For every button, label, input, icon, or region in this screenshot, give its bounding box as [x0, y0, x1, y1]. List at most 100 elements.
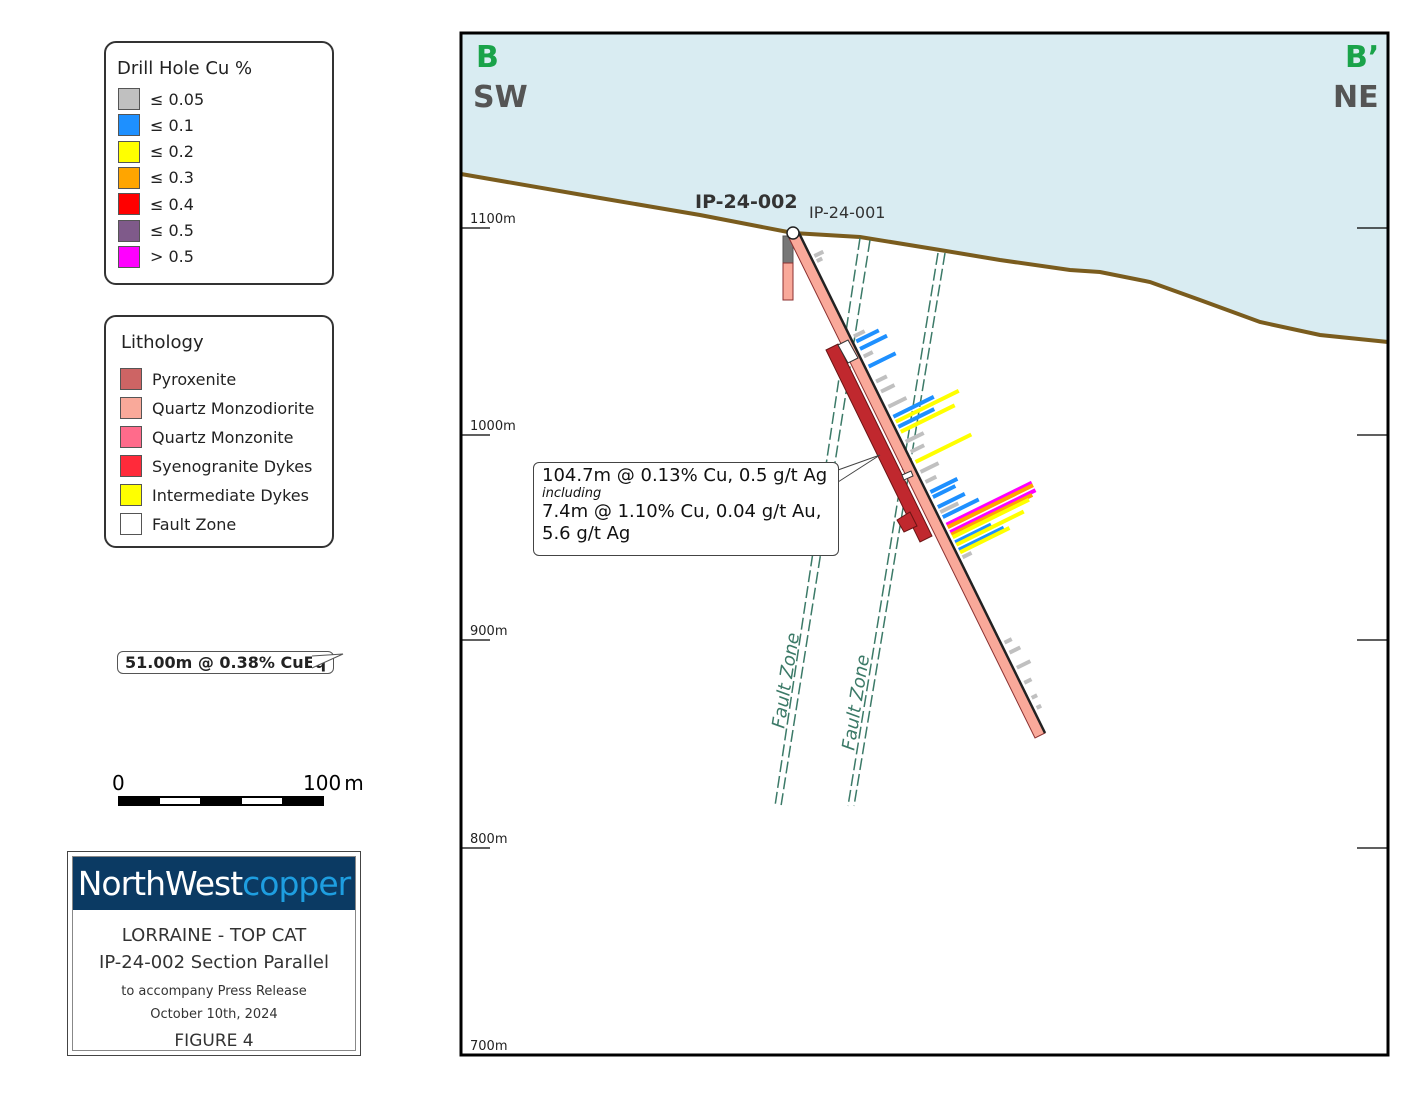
- legend-label: ≤ 0.1: [150, 115, 194, 135]
- cu-assay-bar: [955, 509, 1025, 547]
- cu-legend-title: Drill Hole Cu %: [117, 58, 253, 79]
- legend-swatch: [120, 484, 142, 506]
- legend-item: ≤ 0.4: [118, 193, 194, 216]
- cu-assay-bar: [1016, 659, 1032, 670]
- elevation-900: 900m: [470, 624, 508, 639]
- figure-number: FIGURE 4: [174, 1031, 254, 1051]
- cu-assay-bar: [1030, 693, 1038, 700]
- direction-left: SW: [473, 80, 528, 115]
- cu-assay-bar: [815, 256, 824, 263]
- cu-assay-bar: [950, 493, 1034, 537]
- hole-label-ip-24-001: IP-24-001: [809, 203, 886, 222]
- legend-label: ≤ 0.5: [150, 221, 194, 240]
- elevation-1100: 1100m: [470, 212, 516, 227]
- legend-item: ≤ 0.2: [118, 140, 194, 163]
- cu-legend: Drill Hole Cu % ≤ 0.05 ≤ 0.1 ≤ 0.2 ≤ 0.3 ≤ 0…: [104, 41, 334, 285]
- legend-label: Pyroxenite: [152, 369, 237, 389]
- frame: [459, 31, 1390, 1057]
- title-block: NorthWestcopper LORRAINE - TOP CAT IP-24…: [67, 851, 361, 1056]
- cu-assay-bar: [1023, 677, 1033, 685]
- cu-assay-bar: [892, 395, 935, 419]
- legend-item: Intermediate Dykes: [120, 484, 309, 506]
- legend-item: Pyroxenite: [120, 368, 236, 390]
- legend-item: Quartz Monzodiorite: [120, 397, 314, 419]
- legend-swatch: [118, 88, 140, 110]
- fault-zone-interval: [837, 339, 859, 364]
- callout-pointer: [837, 454, 881, 483]
- legend-swatch: [118, 140, 140, 163]
- lithology-legend-title: Lithology: [121, 332, 204, 353]
- legend-item: ≤ 0.5: [118, 219, 194, 242]
- collar-marker: [786, 226, 800, 240]
- hole-ip-24-001: [782, 262, 794, 301]
- scale-bar: [118, 796, 324, 806]
- cu-assay-bar: [894, 389, 960, 424]
- direction-right: NE: [1333, 80, 1379, 115]
- legend-swatch: [118, 245, 140, 268]
- elevation-ticks: [461, 227, 1388, 849]
- callout-line-1: 104.7m @ 0.13% Cu, 0.5 g/t Ag: [542, 465, 828, 486]
- lithology-legend: Lithology Pyroxenite Quartz Monzodiorite Q…: [104, 315, 334, 548]
- elevation-800: 800m: [470, 832, 508, 847]
- legend-swatch: [118, 114, 140, 137]
- legend-label: Fault Zone: [152, 514, 237, 534]
- cu-assay-bar: [914, 432, 973, 464]
- cu-assay-bar: [924, 474, 938, 484]
- legend-label: Quartz Monzodiorite: [152, 398, 315, 418]
- section-name: IP-24-002 Section Parallel: [99, 952, 329, 973]
- cu-assay-bar: [945, 480, 1033, 527]
- scale-end-value: 100: [303, 771, 342, 795]
- legend-swatch: [120, 368, 142, 390]
- callout-line-2: including: [542, 486, 602, 501]
- project-name: LORRAINE - TOP CAT: [121, 925, 307, 946]
- legend-item: ≤ 0.05: [118, 88, 204, 110]
- pyroxenite-band: [825, 343, 933, 543]
- cu-assay-bar: [897, 407, 936, 429]
- cu-assay-bar: [867, 351, 897, 369]
- release-date: October 10th, 2024: [150, 1007, 278, 1022]
- cu-assay-bar: [919, 461, 940, 474]
- legend-label: ≤ 0.05: [150, 89, 205, 109]
- legend-label: > 0.5: [150, 247, 194, 267]
- sky-area: [461, 33, 1388, 342]
- cu-assay-bar: [855, 328, 880, 344]
- cu-assay-bar: [859, 333, 888, 351]
- cu-assay-bar: [852, 329, 866, 339]
- cu-assay-bar: [951, 497, 1030, 540]
- pyroxenite-block: [896, 511, 918, 533]
- cu-assay-bar: [887, 396, 908, 409]
- callout-line-3: 7.4m @ 1.10% Cu, 0.04 g/t Au,: [542, 501, 822, 522]
- elevation-1000: 1000m: [470, 419, 516, 434]
- cu-assay-bar: [941, 497, 980, 519]
- legend-label: Intermediate Dykes: [152, 485, 309, 505]
- legend-swatch: [118, 219, 140, 242]
- cu-assay-bar: [959, 526, 1011, 555]
- scale-start: 0: [112, 771, 125, 795]
- cu-assay-bar: [813, 249, 825, 258]
- fault-zone-interval: [901, 470, 914, 481]
- intercept-legend: 51.00m @ 0.38% CuEq: [117, 651, 335, 674]
- legend-label: ≤ 0.2: [150, 142, 194, 162]
- legend-label: Syenogranite Dykes: [152, 456, 313, 476]
- cu-assay-bar: [1035, 703, 1043, 710]
- callout-line-4: 5.6 g/t Ag: [542, 523, 631, 544]
- cu-assay-bar: [932, 484, 957, 499]
- legend-swatch: [118, 166, 140, 189]
- scale-end: 100 m: [303, 771, 364, 795]
- cu-assay-bar: [875, 374, 888, 384]
- legend-item: > 0.5: [118, 245, 194, 268]
- legend-label: ≤ 0.3: [150, 168, 194, 188]
- cu-assay-bar: [961, 551, 973, 560]
- legend-item: Fault Zone: [120, 513, 236, 535]
- legend-label: ≤ 0.4: [150, 194, 194, 214]
- intercept-callout: 104.7m @ 0.13% Cu, 0.5 g/t Ag including …: [533, 462, 839, 556]
- cu-assay-bar: [909, 443, 926, 454]
- legend-swatch: [120, 397, 142, 419]
- cu-assay-bar: [880, 383, 896, 394]
- cu-assay-bar: [862, 350, 874, 359]
- cu-assay-bar: [899, 403, 956, 434]
- scale-unit: m: [344, 771, 364, 795]
- legend-item: Quartz Monzonite: [120, 426, 294, 448]
- cu-assay-bar: [957, 525, 1005, 552]
- legend-label: Quartz Monzonite: [152, 427, 294, 447]
